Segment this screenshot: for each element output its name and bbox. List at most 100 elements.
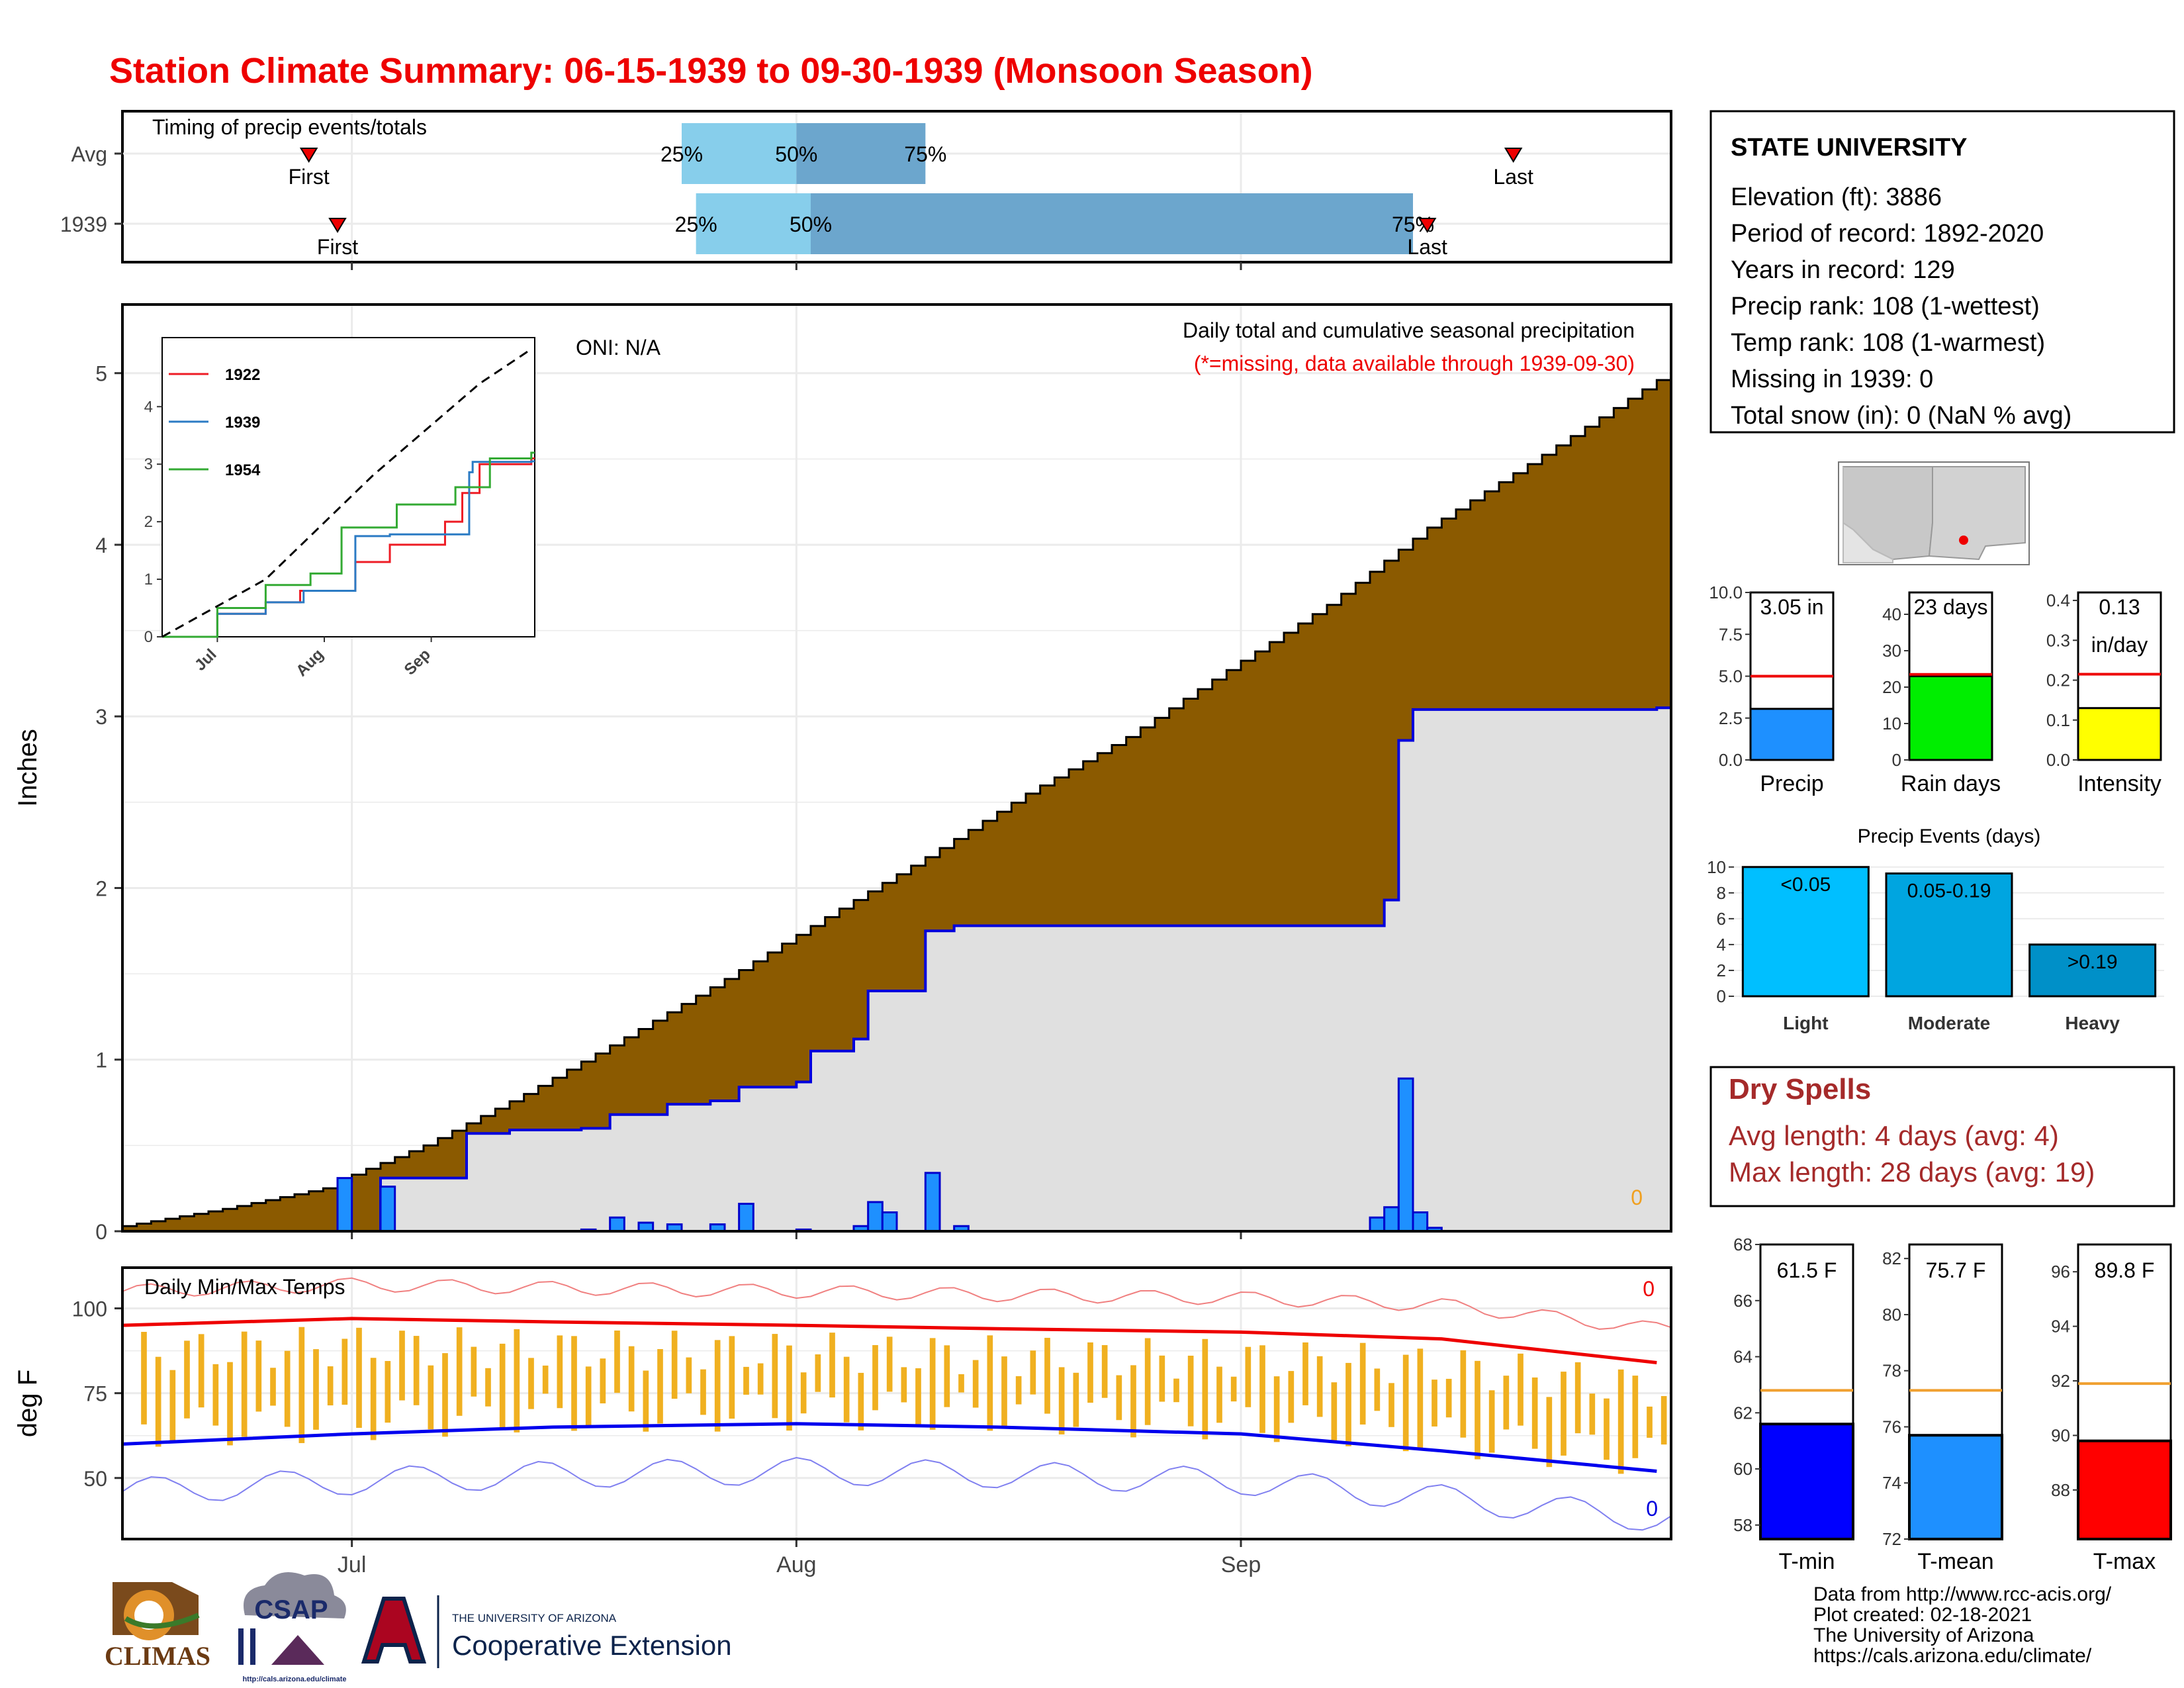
temp-bar-tick-label: 66 [1733, 1291, 1752, 1311]
x-tick-label: Jul [338, 1552, 366, 1577]
daily-temp-bar [313, 1349, 319, 1430]
mini-bar-tick-label: 7.5 [1719, 624, 1743, 644]
csap-url: http://cals.arizona.edu/climate [242, 1675, 346, 1683]
daily-temp-bar [585, 1366, 592, 1429]
temp-summary-bars: 58 60 62 64 66 68 61.5 F T-min 72 74 76 78 80 82 75.7 … [1733, 1235, 2172, 1574]
daily-precip-bar [379, 1186, 396, 1233]
daily-temp-bar [628, 1346, 635, 1412]
events-tick-label: 0 [1717, 986, 1726, 1006]
station-info-line: Temp rank: 108 (1-warmest) [1731, 329, 2045, 357]
temp-bar-label: T-min [1779, 1549, 1835, 1574]
daily-temp-bar [1503, 1376, 1510, 1430]
daily-temp-bar [542, 1365, 549, 1394]
temp-y-tick-label: 75 [83, 1382, 107, 1406]
timing-panel: Timing of precip events/totals Avg 25% 50%… [60, 110, 1672, 270]
daily-temp-bar [1316, 1356, 1323, 1417]
daily-precip-bar [881, 1211, 898, 1233]
mini-bar-value-label: 23 days [1913, 595, 1987, 619]
mini-bar-value [2077, 707, 2162, 761]
page-title: Station Climate Summary: 06-15-1939 to 0… [109, 51, 1313, 91]
precip-event-bar [2028, 943, 2157, 998]
daily-temp-bar [1087, 1342, 1093, 1403]
timing-label: Timing of precip events/totals [152, 115, 427, 139]
mini-bar-tick-label: 0.4 [2046, 590, 2070, 610]
station-info-line: Total snow (in): 0 (NaN % avg) [1731, 402, 2071, 430]
precip-event-category: Light [1783, 1013, 1828, 1033]
credit-line: The University of Arizona [1813, 1624, 2034, 1646]
quartile-bar-upper [796, 123, 926, 184]
temp-bar-label: T-max [2093, 1549, 2156, 1574]
record-low-line [122, 1457, 1672, 1531]
daily-temp-bar [1058, 1367, 1065, 1434]
daily-temp-bar [1574, 1362, 1581, 1434]
daily-temp-bar [1288, 1371, 1295, 1423]
precip-events-chart: Precip Events (days) 0 2 4 6 8 10 <0.05 Light 0.… [1707, 825, 2164, 1033]
station-location-marker [1959, 536, 1968, 545]
daily-temp-bar [169, 1370, 176, 1444]
temp-y-tick-label: 50 [83, 1467, 107, 1491]
daily-temp-bar [901, 1367, 907, 1403]
mini-bar-tick-label: 20 [1882, 677, 1901, 697]
mini-bar-tick-label: 0.0 [2046, 750, 2070, 770]
daily-temp-bar [944, 1345, 950, 1407]
daily-temp-bar [958, 1374, 964, 1393]
temp-bar-tick-label: 72 [1882, 1529, 1901, 1549]
daily-temp-bar [1202, 1338, 1208, 1440]
daily-temp-bar [872, 1344, 878, 1411]
temp-bar-tick-label: 82 [1882, 1248, 1901, 1268]
daily-temp-bar [1001, 1356, 1007, 1429]
logos: CLIMAS CSAP http://cals.arizona.edu/clim… [105, 1572, 732, 1683]
mini-bar-label: Intensity [2077, 771, 2161, 796]
daily-precip-bar [336, 1177, 353, 1233]
precip-y-label: Inches [13, 729, 42, 807]
inset-series-line [162, 451, 535, 638]
daily-temp-bar [1259, 1345, 1265, 1433]
temp-panel: 50 75 100 Daily Min/Max Temps 0 0 deg F [13, 1266, 1672, 1547]
temp-bar-value [1908, 1434, 2003, 1540]
daily-temp-bar [657, 1349, 663, 1424]
mini-bar-tick-label: 10 [1882, 714, 1901, 733]
daily-temp-bar [643, 1370, 649, 1432]
last-event-marker [1504, 148, 1523, 163]
daily-temp-bar [184, 1340, 190, 1419]
daily-temp-bar [815, 1354, 821, 1392]
y-tick-label: 2 [95, 876, 107, 900]
daily-temp-bar [385, 1361, 391, 1423]
precip-event-category: Heavy [2065, 1013, 2120, 1033]
daily-temp-bar [1302, 1342, 1308, 1405]
mini-bar-tick-label: 30 [1882, 641, 1901, 661]
daily-temp-bar [1101, 1345, 1108, 1398]
precip-event-bar-label: <0.05 [1780, 874, 1831, 896]
temp-label: Daily Min/Max Temps [144, 1275, 345, 1299]
station-info-line: Missing in 1939: 0 [1731, 365, 1933, 393]
daily-temp-bar [356, 1327, 362, 1429]
first-event-label: First [317, 235, 358, 259]
daily-temp-bar [1432, 1380, 1437, 1427]
mini-bar-value-label: 0.13 [2099, 595, 2140, 619]
credit-line: Plot created: 02-18-2021 [1813, 1604, 2032, 1626]
temp-bar-tick-label: 64 [1733, 1347, 1752, 1367]
daily-temp-bar [413, 1336, 420, 1405]
precip-event-bar-label: 0.05-0.19 [1907, 880, 1991, 902]
inset-average-line [161, 348, 532, 638]
station-info-line: Years in record: 129 [1731, 256, 1955, 284]
daily-temp-bar [399, 1331, 405, 1401]
missing-count: 0 [1631, 1186, 1643, 1209]
daily-temp-bar [1187, 1355, 1194, 1427]
ua-small-text: THE UNIVERSITY OF ARIZONA [452, 1612, 617, 1624]
daily-temp-bar [212, 1364, 219, 1426]
daily-temp-bar [1359, 1342, 1366, 1425]
mini-bar-tick-label: 40 [1882, 604, 1901, 624]
precip-panel: 0 1 2 3 4 5 Daily total and cumulative season… [13, 303, 1672, 1577]
precip-annotation: Daily total and cumulative seasonal prec… [1183, 318, 1635, 342]
climas-text: CLIMAS [105, 1641, 210, 1671]
quartile-75-label: 75% [904, 142, 946, 166]
daily-temp-bar [1273, 1376, 1280, 1442]
mini-bar-tick-label: 0.1 [2046, 710, 2070, 730]
precip-event-bar [1885, 872, 2013, 998]
temp-bar-tick-label: 80 [1882, 1305, 1901, 1325]
mini-bar-value [1749, 708, 1835, 761]
daily-temp-bar [270, 1368, 276, 1406]
